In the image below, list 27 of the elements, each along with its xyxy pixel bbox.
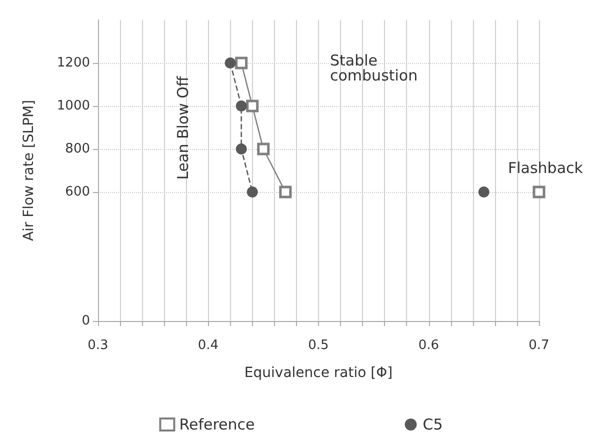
point [279,186,292,198]
point [224,58,236,68]
point [478,186,490,198]
point [246,100,259,112]
y-tick-label: 0 [82,314,90,328]
legend-label: Reference [179,416,255,434]
x-tick-label: 0.6 [418,338,440,353]
legend-label: C5 [422,416,443,434]
point [246,186,258,198]
point [532,186,546,198]
x-tick-label: 0.5 [308,338,329,353]
x-tick-label: 0.4 [198,338,219,353]
y-tick-label: 600 [65,184,90,200]
point [257,142,270,156]
y-axis-title: Air Flow rate [SLPM] [21,100,37,242]
x-tick-label: 0.7 [528,338,550,353]
y-tick-label: 1200 [56,56,90,70]
y-tick-label: 800 [65,142,90,156]
point [236,100,247,112]
point [235,56,248,70]
annotation: Lean Blow Off [174,76,192,180]
annotation: Stable combustion [330,52,418,84]
y-tick-label: 1000 [56,98,90,114]
x-tick-label: 0.3 [88,338,108,353]
x-axis-title: Equivalence ratio [Φ] [244,365,393,381]
annotation: Flashback [508,159,584,177]
point [236,144,247,154]
